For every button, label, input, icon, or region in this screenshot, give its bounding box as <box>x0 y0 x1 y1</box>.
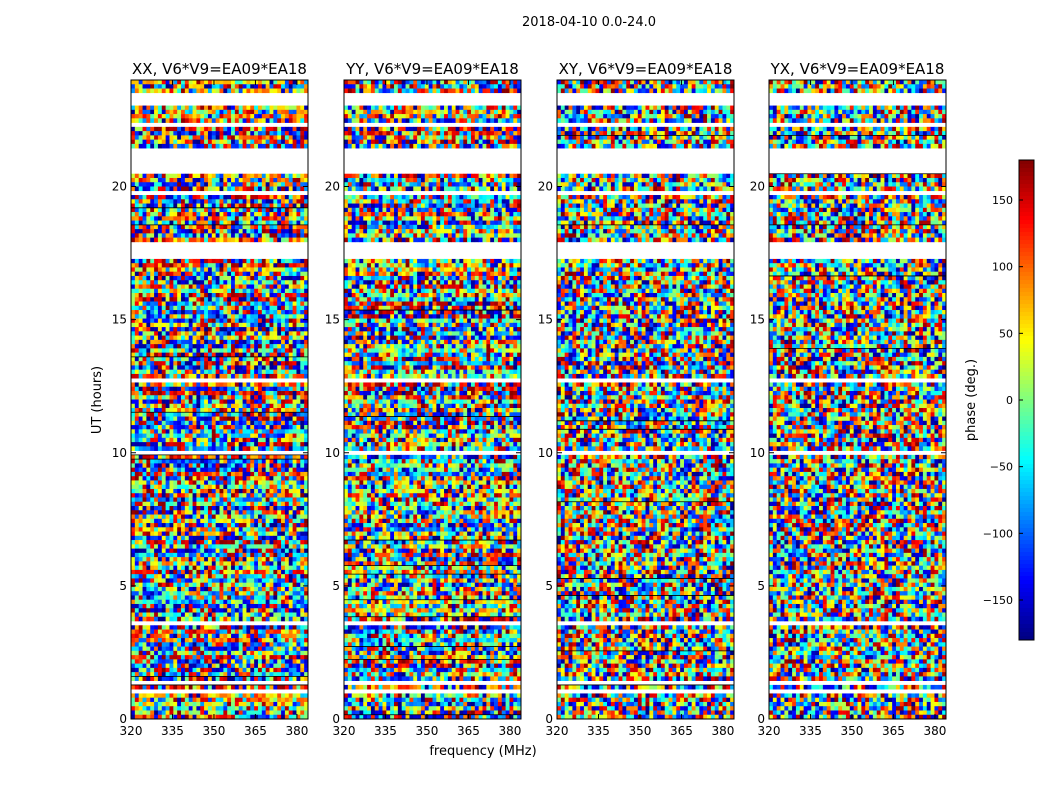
panel-xy: XY, V6*V9=EA09*EA18 320 335 350 365 380 0 5 10 15… <box>538 60 735 738</box>
colorbar-tick-label: 0 <box>1006 394 1013 407</box>
y-tick-label: 15 <box>112 313 127 327</box>
y-tick-label: 0 <box>757 712 765 726</box>
panel-yy: YY, V6*V9=EA09*EA18 320 335 350 365 380 0 5 10 15… <box>325 60 522 738</box>
panel-title: YY, V6*V9=EA09*EA18 <box>345 60 519 78</box>
x-tick-label: 320 <box>120 724 143 738</box>
y-tick-label: 15 <box>750 313 765 327</box>
y-tick-label: 5 <box>545 579 553 593</box>
colorbar-tick-label: 50 <box>999 327 1013 340</box>
y-tick-label: 10 <box>112 446 127 460</box>
x-tick-label: 335 <box>587 724 610 738</box>
y-tick-label: 10 <box>750 446 765 460</box>
panel-xx: XX, V6*V9=EA09*EA18 320 335 350 365 380 0 5 10 15… <box>112 60 309 738</box>
x-tick-label: 350 <box>416 724 439 738</box>
x-tick-label: 320 <box>333 724 356 738</box>
x-tick-label: 350 <box>629 724 652 738</box>
x-tick-label: 335 <box>161 724 184 738</box>
panels: XX, V6*V9=EA09*EA18 320 335 350 365 380 0 5 10 15… <box>112 60 947 738</box>
colorbar-tick-label: −100 <box>983 527 1013 540</box>
figure: 2018-04-10 0.0-24.0 XX, V6*V9=EA09*EA18 3… <box>0 0 1050 800</box>
panel-heatmap <box>769 80 946 719</box>
y-tick-label: 20 <box>325 180 340 194</box>
panel-yx: YX, V6*V9=EA09*EA18 320 335 350 365 380 0 5 10 15… <box>750 60 947 738</box>
y-tick-label: 5 <box>332 579 340 593</box>
x-tick-label: 350 <box>203 724 226 738</box>
colorbar: 150 100 50 0 −50 −100 −150 <box>983 160 1034 640</box>
y-tick-label: 5 <box>119 579 127 593</box>
x-tick-label: 350 <box>841 724 864 738</box>
y-tick-label: 0 <box>332 712 340 726</box>
y-tick-label: 15 <box>325 313 340 327</box>
colorbar-tick-label: 150 <box>992 194 1013 207</box>
y-tick-label: 20 <box>112 180 127 194</box>
panel-title: YX, V6*V9=EA09*EA18 <box>770 60 945 78</box>
x-tick-label: 335 <box>374 724 397 738</box>
panel-heatmap <box>557 80 734 719</box>
x-tick-label: 365 <box>882 724 905 738</box>
y-tick-label: 20 <box>538 180 553 194</box>
x-tick-label: 380 <box>285 724 308 738</box>
figure-suptitle: 2018-04-10 0.0-24.0 <box>522 15 656 30</box>
panel-title: XX, V6*V9=EA09*EA18 <box>132 60 307 78</box>
x-tick-label: 365 <box>457 724 480 738</box>
y-tick-label: 0 <box>119 712 127 726</box>
x-tick-label: 365 <box>670 724 693 738</box>
y-tick-label: 20 <box>750 180 765 194</box>
panel-heatmap <box>131 80 308 719</box>
y-axis-label: UT (hours) <box>90 366 105 434</box>
y-tick-label: 0 <box>545 712 553 726</box>
colorbar-label: phase (deg.) <box>964 359 979 441</box>
x-tick-label: 380 <box>498 724 521 738</box>
panel-heatmap <box>344 80 521 719</box>
x-tick-label: 320 <box>546 724 569 738</box>
y-tick-label: 5 <box>757 579 765 593</box>
x-tick-label: 320 <box>758 724 781 738</box>
colorbar-tick-label: 100 <box>992 261 1013 274</box>
y-tick-label: 10 <box>325 446 340 460</box>
y-tick-label: 15 <box>538 313 553 327</box>
colorbar-tick-label: −150 <box>983 594 1013 607</box>
y-tick-label: 10 <box>538 446 553 460</box>
x-tick-label: 380 <box>923 724 946 738</box>
panel-title: XY, V6*V9=EA09*EA18 <box>559 60 733 78</box>
colorbar-tick-label: −50 <box>990 461 1013 474</box>
x-tick-label: 335 <box>799 724 822 738</box>
x-axis-label: frequency (MHz) <box>429 744 536 759</box>
x-tick-label: 365 <box>244 724 267 738</box>
x-tick-label: 380 <box>711 724 734 738</box>
